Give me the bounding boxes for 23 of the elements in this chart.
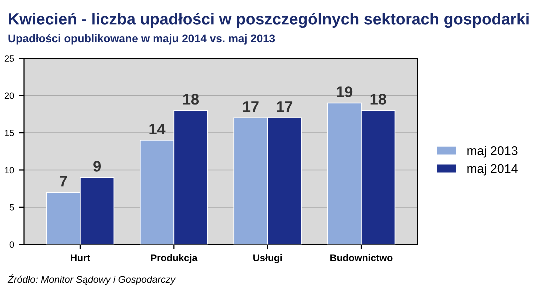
data-label: 9	[94, 161, 102, 172]
data-label: 19	[337, 86, 353, 98]
x-tick-label: Produkcja	[151, 254, 198, 264]
text: Źródło: Monitor Sądowy i Gospodarczy	[8, 274, 176, 286]
legend-label: maj 2013	[468, 146, 518, 158]
legend-label: maj 2014	[468, 164, 518, 176]
x-tick-label: Usługi	[254, 254, 282, 264]
x-tick-label: Budownictwo	[330, 254, 393, 262]
data-label: 18	[183, 94, 200, 105]
y-tick-label: 25	[4, 56, 14, 62]
y-tick-label: 5	[10, 204, 14, 211]
chart-subtitle: Upadłości opublikowane w maju 2014 vs. maj 2013	[8, 34, 276, 45]
data-label: 7	[60, 176, 68, 187]
y-tick-label: 10	[5, 167, 14, 174]
data-label: 14	[150, 124, 166, 135]
data-label: 18	[370, 94, 386, 105]
data-label: 17	[243, 102, 259, 112]
y-tick-label: 0	[10, 242, 14, 248]
y-tick-label: 20	[4, 92, 14, 100]
data-label: 17	[277, 102, 293, 112]
y-tick-label: 15	[5, 130, 14, 136]
x-tick-label: Hurt	[71, 254, 90, 262]
chart-title: Kwiecień - liczba upadłości w poszczególnych sektorach gospodarki	[9, 12, 529, 28]
